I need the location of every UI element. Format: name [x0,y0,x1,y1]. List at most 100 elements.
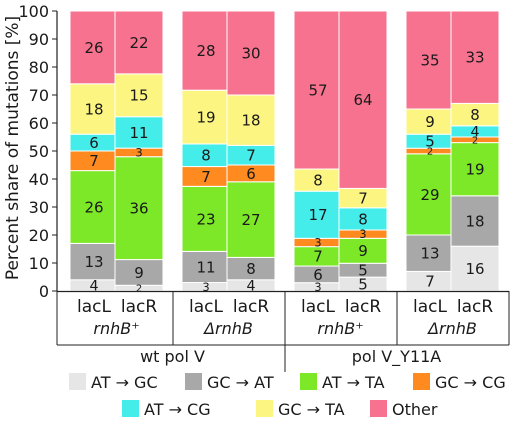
bar-segment-label: 7 [89,152,99,170]
bar-segment-label: 9 [358,242,368,260]
legend-swatch [69,373,86,390]
bar-segment-label: 4 [246,279,255,295]
bar-segment [114,259,164,286]
bar-segment [181,250,231,284]
bar-segment-label: 15 [129,87,148,105]
category-label: lacR [457,297,493,317]
axes [56,11,510,372]
bar-segment-label: 2 [136,284,142,295]
bar-segment-label: 3 [314,237,321,250]
bar-segment-label: 28 [196,42,215,60]
bar-segment-label: 33 [465,49,484,67]
y-tick-label: 0 [39,282,49,301]
legend-label: AT → TA [322,373,385,392]
bar-segment-label: 8 [313,172,323,190]
group-label: rnhB⁺ [93,319,139,338]
y-tick-label: 30 [29,198,49,217]
bar-segment [338,10,388,189]
bar-segment [405,153,455,236]
bar-segment-label: 7 [201,168,211,186]
bars [69,10,500,292]
bar-segment-label: 8 [201,147,211,165]
bar-segment-label: 6 [246,165,256,183]
bar-segment [450,10,500,104]
bar-segment-label: 7 [358,190,368,208]
bar-segment-label: 26 [84,198,103,216]
legend-label: AT → CG [144,400,211,419]
y-tick-label: 100 [18,2,49,21]
bar-segment-label: 9 [425,113,435,131]
bar-segment-label: 19 [196,108,215,126]
bar-segment-label: 64 [353,91,372,109]
legend-label: GC → AT [207,373,274,392]
bar-segment-label: 3 [202,280,209,294]
bar-segment [181,10,231,91]
bar-segment-label: 22 [129,34,148,52]
bar-segment-label: 29 [420,186,439,204]
y-tick-label: 90 [29,30,49,49]
category-label: lacL [413,297,447,317]
bar-segment-label: 9 [134,264,144,282]
y-tick-label: 40 [29,170,49,189]
bar-segment-label: 5 [358,275,368,293]
bar-segment-label: 3 [359,228,366,241]
category-label: lacR [121,297,157,317]
bar-segment [69,170,119,244]
category-label: lacL [77,297,111,317]
bar-segment-label: 8 [358,210,368,228]
bar-segment [69,10,119,85]
bar-segment-label: 3 [135,146,142,160]
bar-segment [405,10,455,110]
legend-swatch [300,373,317,390]
y-tick-label: 50 [29,142,49,161]
legend-label: Other [392,400,438,419]
group-label: ΔrnhB [426,319,477,338]
bar-segment-label: 3 [314,281,321,294]
bar-segment [226,10,276,96]
bar-segment-label: 23 [196,210,215,228]
legend-swatch [122,400,139,417]
legend-swatch [185,373,202,390]
bar-segment-label: 27 [241,211,260,229]
bar-segment-label: 8 [470,106,480,124]
y-tick-label: 60 [29,114,49,133]
bar-segment-label: 4 [470,125,479,141]
y-tick-label: 70 [29,86,49,105]
bar-segment-label: 5 [425,133,435,151]
legend-swatch [413,373,430,390]
bar-segment-label: 7 [425,273,435,291]
bar-segment-label: 7 [246,147,256,165]
category-label: lacR [233,297,269,317]
bar-segment [226,181,276,258]
segment-labels: 4132676182629363111522311237819284827671… [84,34,484,295]
bar-segment-label: 2 [472,135,478,146]
bar-segment-label: 2 [427,147,433,158]
bar-segment [450,142,500,197]
category-label: lacL [301,297,335,317]
supergroup-label: wt pol V [140,347,205,366]
category-labels: lacL lacR lacL lacR lacL lacR lacL lacR rnhB⁺ Δrn… [77,297,493,367]
legend-swatch [370,400,387,417]
bar-segment-label: 16 [465,260,484,278]
bar-segment-label: 30 [241,44,260,62]
bar-segment-label: 26 [84,39,103,57]
bar-segment-label: 18 [84,100,103,118]
y-axis-title: Percent share of mutations [%] [3,16,23,280]
bar-segment-label: 5 [358,262,368,280]
bar-segment-label: 6 [89,134,99,152]
bar-segment-label: 11 [196,258,215,276]
bar-segment [293,10,343,170]
bar-segment-label: 13 [84,253,103,271]
group-label: ΔrnhB [202,319,253,338]
legend: AT → GC GC → AT AT → TA GC → CG AT → CG GC → … [69,373,506,419]
bar-segment-label: 18 [241,112,260,130]
bar-segment-label: 57 [308,81,327,99]
bar-segment-label: 18 [465,212,484,230]
bar-segment [226,94,276,146]
bar-segment-label: 4 [89,279,98,295]
bar-segment [114,116,164,149]
legend-label: GC → CG [435,373,506,392]
supergroup-label: pol V_Y11A [352,347,442,367]
group-label: rnhB⁺ [317,319,363,338]
legend-swatch [256,400,273,417]
